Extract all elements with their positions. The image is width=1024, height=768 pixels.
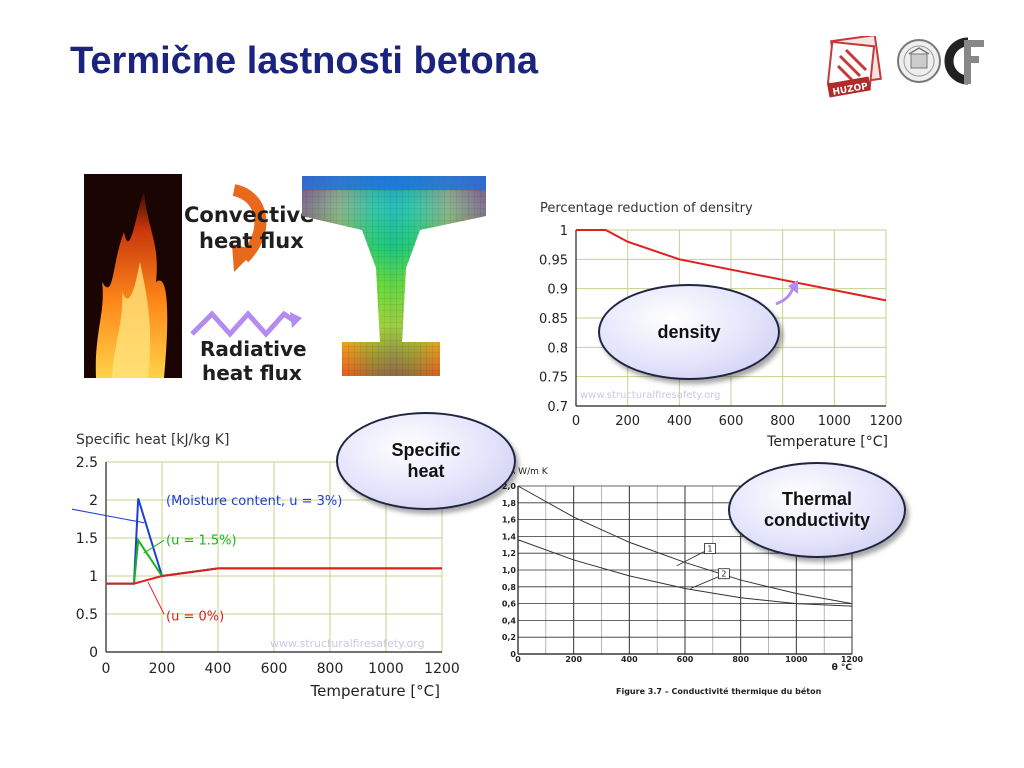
radiative-label-line2: heat flux	[202, 361, 302, 382]
thermal-x-tick: 1000	[785, 655, 808, 664]
density-x-tick: 400	[667, 414, 692, 429]
thermal-curve-label: 1	[707, 545, 712, 554]
density-x-tick: 200	[615, 414, 640, 429]
specific-x-tick: 400	[205, 661, 232, 677]
specific-annotation-0pct: (u = 0%)	[166, 610, 224, 625]
specific-x-tick: 600	[261, 661, 288, 677]
thermal-x-tick: 0	[515, 655, 521, 664]
university-seal-logo	[897, 39, 941, 83]
thermal-x-tick: 1200	[841, 655, 864, 664]
density-x-tick: 1000	[818, 414, 851, 429]
specific-x-tick: 1200	[424, 661, 460, 677]
density-chart-title: Percentage reduction of densitry	[540, 201, 753, 216]
density-pointer-arrow	[775, 285, 796, 306]
specific-heat-chart: Specific heat [kJ/kg K] 0 200 400 600 800 1000…	[23, 428, 464, 704]
density-y-tick: 0.7	[547, 400, 568, 415]
thermal-curve-label-box	[717, 568, 730, 580]
thermal-conductivity-oval: Thermal conductivity	[728, 462, 906, 558]
specific-x-tick: 1000	[368, 661, 404, 677]
thermal-x-tick: 200	[565, 655, 582, 664]
thermal-y-tick: 1,2	[502, 549, 516, 558]
fem-temperature-model	[302, 176, 486, 376]
specific-y-tick: 2	[89, 493, 98, 509]
radiative-label-line1: Radiative	[200, 337, 307, 361]
specific-y-tick: 1.5	[76, 531, 98, 547]
density-x-label: Temperature [°C]	[766, 434, 888, 450]
specific-heat-oval-line2: heat	[407, 461, 445, 481]
thermal-y-tick: 0,4	[502, 616, 517, 625]
thermal-y-tick: 0,8	[502, 583, 517, 592]
density-oval-label: density	[657, 321, 721, 342]
huzop-logo: HUZOP	[826, 36, 882, 98]
thermal-caption: Figure 3.7 – Conductivité thermique du b…	[616, 686, 822, 696]
specific-leader-1p5pct	[143, 539, 165, 554]
thermal-x-tick: 400	[621, 655, 638, 664]
specific-heat-oval-line1: Specific	[391, 440, 461, 460]
specific-series-0pct	[106, 567, 442, 585]
heat-flux-illustration: Convective heat flux Radiative heat flux	[84, 174, 486, 385]
specific-annotation-3pct: (Moisture content, u = 3%)	[166, 494, 342, 509]
specific-heat-chart-title: Specific heat [kJ/kg K]	[76, 432, 229, 448]
specific-y-tick: 0	[89, 645, 98, 661]
density-chart: Percentage reduction of densitry 0 200 400 6…	[530, 194, 903, 456]
slide-title: Termične lastnosti betona	[70, 40, 539, 82]
thermal-curve-label-leader	[690, 576, 719, 589]
specific-annotation-1p5pct: (u = 1.5%)	[166, 533, 237, 548]
thermal-curve-label: 2	[721, 570, 726, 579]
specific-y-tick: 1	[89, 569, 98, 585]
specific-x-label: Temperature [°C]	[310, 682, 440, 700]
thermal-x-tick: 800	[732, 655, 749, 664]
density-y-tick: 0.9	[547, 283, 568, 298]
radiative-arrow	[190, 310, 298, 338]
density-y-tick: 0.75	[539, 371, 568, 386]
density-x-tick: 0	[572, 414, 580, 429]
thermal-y-tick: 1,0	[502, 566, 517, 575]
density-x-tick: 800	[770, 414, 795, 429]
thermal-oval-line2: conductivity	[763, 510, 870, 530]
thermal-y-tick: 0	[510, 650, 516, 659]
convective-label-line2: heat flux	[199, 229, 304, 253]
thermal-curve-2	[517, 539, 853, 607]
thermal-y-tick: 1,6	[502, 516, 517, 525]
specific-y-tick: 2.5	[76, 455, 98, 471]
density-y-tick: 0.8	[547, 341, 568, 356]
specific-x-tick: 800	[317, 661, 344, 677]
thermal-curve-label-leader	[676, 551, 705, 567]
convective-label-line1: Convective	[184, 203, 314, 227]
thermal-y-tick: 1,8	[502, 499, 517, 508]
specific-leader-0pct	[147, 581, 165, 615]
thermal-y-tick: 0,6	[502, 600, 517, 609]
thermal-x-label: θ °C	[832, 663, 853, 673]
specific-watermark: www.structuralfiresafety.org	[270, 637, 425, 650]
density-series-line	[576, 229, 887, 302]
density-oval: density	[598, 284, 780, 380]
thermal-curve-1	[517, 485, 853, 605]
density-chart-svg: Percentage reduction of densitry 0 200 400 6…	[539, 201, 903, 450]
thermal-y-tick: 2,0	[502, 482, 517, 491]
specific-heat-oval: Specific heat	[336, 412, 516, 510]
thermal-curve-label-box	[704, 543, 716, 554]
thermal-y-tick: 0,2	[502, 633, 516, 642]
specific-x-tick: 0	[102, 661, 111, 677]
density-y-tick: 0.85	[539, 312, 568, 327]
density-watermark: www.structuralfiresafety.org	[580, 390, 721, 401]
density-x-tick: 600	[719, 414, 744, 429]
thermal-y-tick: 1,4	[502, 532, 517, 541]
thermal-oval-line1: Thermal	[781, 489, 853, 509]
thermal-x-tick: 600	[677, 655, 694, 664]
heat-flux-panel: Convective heat flux Radiative heat flux	[84, 172, 496, 385]
density-y-tick: 0.95	[539, 253, 568, 268]
specific-x-tick: 200	[149, 661, 176, 677]
density-x-tick: 1200	[869, 414, 902, 429]
density-y-tick: 1	[560, 224, 568, 239]
specific-y-tick: 0.5	[76, 607, 98, 623]
faculty-gf-logo	[944, 37, 984, 85]
specific-heat-chart-svg: Specific heat [kJ/kg K] 0 200 400 600 800 1000…	[23, 432, 460, 700]
thermal-y-label: λ W/m K	[510, 467, 549, 477]
